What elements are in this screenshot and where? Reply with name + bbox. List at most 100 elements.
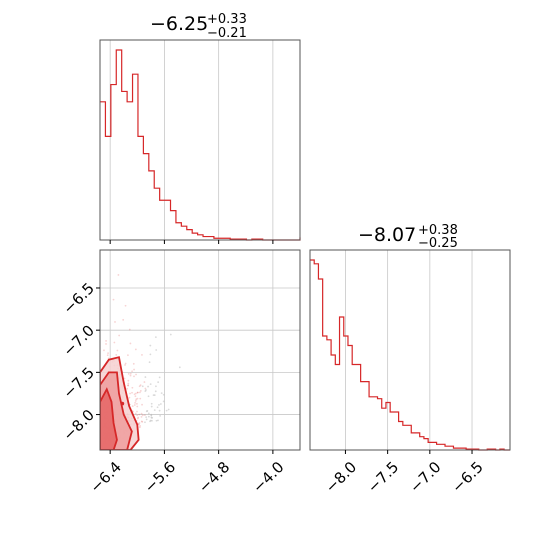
scatter-point (103, 349, 105, 352)
scatter-point (147, 385, 149, 388)
scatter-point (144, 390, 147, 392)
scatter-point (152, 394, 155, 397)
scatter-point (144, 421, 146, 424)
scatter-point (132, 362, 135, 365)
scatter-point (155, 349, 158, 351)
scatter-point (150, 416, 153, 419)
scatter-point (158, 409, 161, 412)
scatter-2d-xtick-label: −4.0 (249, 458, 287, 496)
scatter-point (136, 410, 138, 413)
scatter-point (158, 404, 160, 406)
scatter-point (149, 383, 152, 385)
scatter-point (135, 398, 138, 401)
scatter-point (140, 420, 143, 423)
scatter-point (165, 409, 168, 412)
scatter-point (117, 274, 120, 276)
scatter-point (122, 318, 125, 321)
scatter-point (136, 397, 139, 400)
scatter-2d-frame (99, 249, 301, 451)
hist-param1-title-median: −6.25 (150, 13, 208, 35)
contour-island (120, 401, 125, 406)
scatter-point (128, 328, 131, 331)
scatter-point (145, 389, 147, 391)
scatter-point (124, 362, 127, 365)
scatter-point (136, 414, 139, 417)
scatter-point (155, 385, 157, 388)
hist-param1-panel: −6.25 +0.33 −0.21 (99, 12, 301, 244)
scatter-point (136, 391, 139, 394)
scatter-point (127, 384, 129, 387)
scatter-point (129, 392, 131, 395)
scatter-point (127, 382, 130, 385)
scatter-point (149, 344, 152, 347)
scatter-point (139, 389, 142, 392)
hist-param1-title-plus: +0.33 (207, 12, 247, 27)
scatter-point (134, 395, 137, 398)
scatter-point (144, 376, 147, 378)
scatter-point (157, 419, 159, 422)
hist-param2-title: −8.07 (358, 224, 416, 246)
hist-param2-tick-label: −6.5 (448, 458, 486, 496)
scatter-point (127, 354, 129, 357)
scatter-point (140, 412, 143, 415)
scatter-point (153, 394, 156, 397)
scatter-point (162, 400, 165, 403)
scatter-point (136, 417, 139, 420)
hist-param1-title: −6.25 (150, 13, 208, 35)
scatter-point (127, 379, 130, 382)
scatter-point (137, 416, 140, 419)
scatter-point (135, 392, 137, 395)
scatter-point (151, 416, 154, 419)
scatter-point (105, 340, 107, 342)
scatter-point (115, 353, 118, 356)
scatter-point (141, 414, 144, 417)
scatter-point (138, 385, 141, 388)
hist-param2-grid (345, 250, 473, 450)
hist-param1-line (100, 49, 301, 241)
scatter-point (138, 422, 141, 424)
scatter-point (126, 387, 129, 390)
scatter-point (133, 375, 135, 378)
scatter-point (134, 400, 137, 402)
scatter-2d-ytick-label: −7.0 (60, 321, 98, 359)
scatter-point (134, 412, 137, 415)
scatter-point (136, 402, 138, 405)
scatter-point (127, 384, 130, 387)
scatter-point (167, 408, 170, 411)
scatter-point (159, 414, 162, 417)
scatter-point (140, 415, 143, 418)
hist-param2-panel: −8.0 −7.5 −7.0 −6.5 −8.07 +0.38 −0.25 (309, 223, 511, 497)
scatter-point (131, 386, 134, 389)
hist-param1-grid (109, 40, 274, 240)
scatter-point (150, 414, 153, 417)
hist-param2-tick-label: −7.0 (406, 458, 444, 496)
scatter-2d-ytick-label: −6.5 (60, 279, 98, 317)
scatter-point (145, 410, 148, 413)
scatter-point (133, 368, 135, 371)
scatter-point (136, 391, 139, 394)
scatter-point (112, 298, 115, 301)
scatter-point (134, 348, 137, 351)
scatter-point (149, 353, 152, 356)
scatter-point (139, 384, 142, 387)
hist-param2-title-median: −8.07 (358, 224, 416, 246)
hist-param2-line (310, 259, 510, 451)
scatter-2d-xtick-label: −6.4 (86, 458, 124, 496)
scatter-2d-panel: −6.4 −5.6 −4.8 −4.0 −6.5 −7.0 −7.5 −8.0 (60, 249, 301, 497)
scatter-point (154, 336, 157, 339)
scatter-2d-ytick-label: −7.5 (60, 364, 98, 402)
scatter-2d-xticks: −6.4 −5.6 −4.8 −4.0 (86, 450, 288, 497)
hist-param2-title-minus: −0.25 (418, 236, 458, 251)
scatter-point (155, 419, 158, 422)
scatter-point (150, 413, 153, 416)
scatter-point (153, 409, 156, 412)
scatter-point (127, 373, 130, 375)
scatter-point (134, 402, 136, 404)
scatter-point (149, 419, 152, 422)
scatter-point (114, 321, 116, 323)
scatter-2d-grid (100, 250, 300, 450)
scatter-2d-contours (100, 356, 140, 450)
hist-param1-ticks (109, 240, 274, 244)
contour-level (100, 387, 118, 450)
